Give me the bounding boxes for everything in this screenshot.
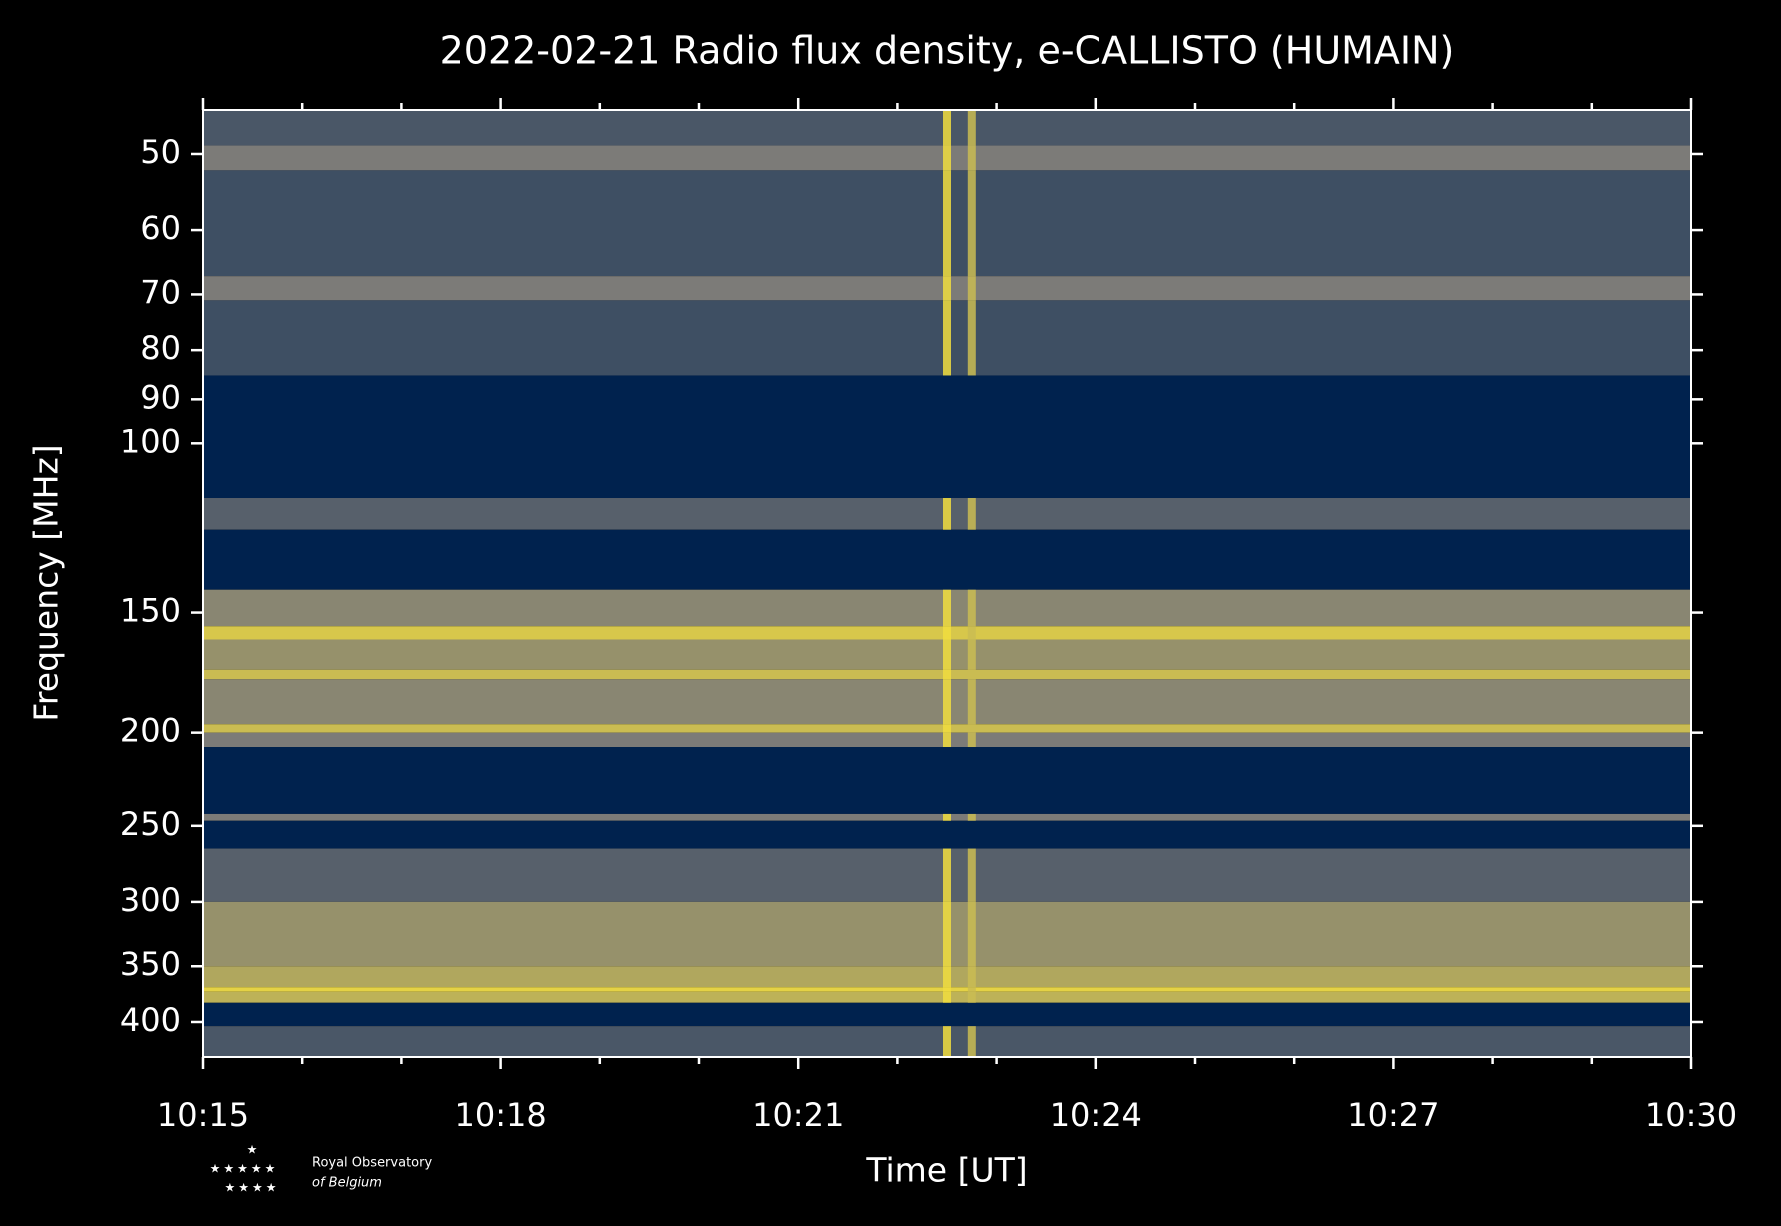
logo-text: of Belgium bbox=[312, 1176, 382, 1191]
plot-frame bbox=[202, 109, 1692, 1058]
burst bbox=[967, 145, 976, 171]
burst bbox=[943, 276, 951, 301]
burst bbox=[943, 966, 951, 988]
burst bbox=[967, 589, 976, 627]
x-tick-label: 10:30 bbox=[1645, 1096, 1737, 1134]
y-tick-label: 90 bbox=[140, 378, 181, 416]
y-tick-label: 70 bbox=[140, 273, 181, 311]
y-tick-label: 350 bbox=[120, 945, 181, 983]
burst bbox=[967, 724, 976, 733]
spectrum-band bbox=[203, 375, 1691, 499]
burst bbox=[943, 1026, 951, 1057]
burst bbox=[967, 170, 976, 277]
y-tick-label: 80 bbox=[140, 329, 181, 367]
burst bbox=[967, 276, 976, 301]
spectrum-band bbox=[203, 529, 1691, 590]
burst bbox=[943, 987, 951, 992]
burst bbox=[943, 724, 951, 733]
chart-title: 2022-02-21 Radio flux density, e-CALLIST… bbox=[440, 29, 1455, 73]
y-axis-label: Frequency [MHz] bbox=[27, 444, 66, 721]
x-axis-label: Time [UT] bbox=[865, 1151, 1027, 1190]
x-tick-label: 10:24 bbox=[1050, 1096, 1142, 1134]
burst bbox=[967, 679, 976, 725]
burst bbox=[967, 901, 976, 967]
burst bbox=[967, 1026, 976, 1057]
logo: ★ ★★★★★ ★★★★ Royal Observatory of Belgiu… bbox=[210, 1143, 433, 1195]
x-tick-label: 10:18 bbox=[454, 1096, 546, 1134]
burst bbox=[967, 848, 976, 902]
burst bbox=[967, 732, 976, 748]
burst bbox=[943, 589, 951, 627]
y-tick-label: 400 bbox=[120, 1001, 181, 1039]
burst bbox=[967, 626, 976, 640]
burst bbox=[967, 991, 976, 1003]
logo-stars: ★★★★ bbox=[224, 1181, 279, 1195]
y-tick-label: 250 bbox=[120, 805, 181, 843]
spectrum-band bbox=[203, 1002, 1691, 1027]
burst bbox=[967, 813, 976, 821]
burst bbox=[943, 170, 951, 277]
burst bbox=[967, 639, 976, 670]
burst bbox=[967, 987, 976, 992]
logo-star: ★ bbox=[247, 1143, 258, 1157]
x-tick-label: 10:21 bbox=[752, 1096, 844, 1134]
burst bbox=[943, 300, 951, 376]
burst bbox=[943, 110, 951, 146]
burst bbox=[967, 669, 976, 680]
burst bbox=[943, 901, 951, 967]
burst bbox=[943, 626, 951, 640]
burst bbox=[967, 966, 976, 988]
y-tick-label: 60 bbox=[140, 209, 181, 247]
logo-stars: ★★★★★ bbox=[210, 1162, 279, 1176]
burst bbox=[967, 110, 976, 146]
burst bbox=[943, 145, 951, 171]
burst bbox=[943, 498, 951, 530]
y-tick-label: 150 bbox=[120, 592, 181, 630]
burst bbox=[943, 848, 951, 902]
burst bbox=[943, 732, 951, 748]
burst bbox=[943, 991, 951, 1003]
y-tick-label: 50 bbox=[140, 133, 181, 171]
y-tick-label: 200 bbox=[120, 712, 181, 750]
spectrum-band bbox=[203, 820, 1691, 849]
burst bbox=[967, 300, 976, 376]
y-tick-label: 300 bbox=[120, 881, 181, 919]
y-tick-label: 100 bbox=[120, 422, 181, 460]
x-tick-label: 10:15 bbox=[157, 1096, 249, 1134]
x-tick-label: 10:27 bbox=[1347, 1096, 1439, 1134]
burst bbox=[943, 813, 951, 821]
logo-text: Royal Observatory bbox=[312, 1156, 432, 1171]
burst bbox=[943, 669, 951, 680]
burst bbox=[967, 498, 976, 530]
burst bbox=[943, 639, 951, 670]
spectrum-band bbox=[203, 747, 1691, 814]
burst bbox=[943, 679, 951, 725]
